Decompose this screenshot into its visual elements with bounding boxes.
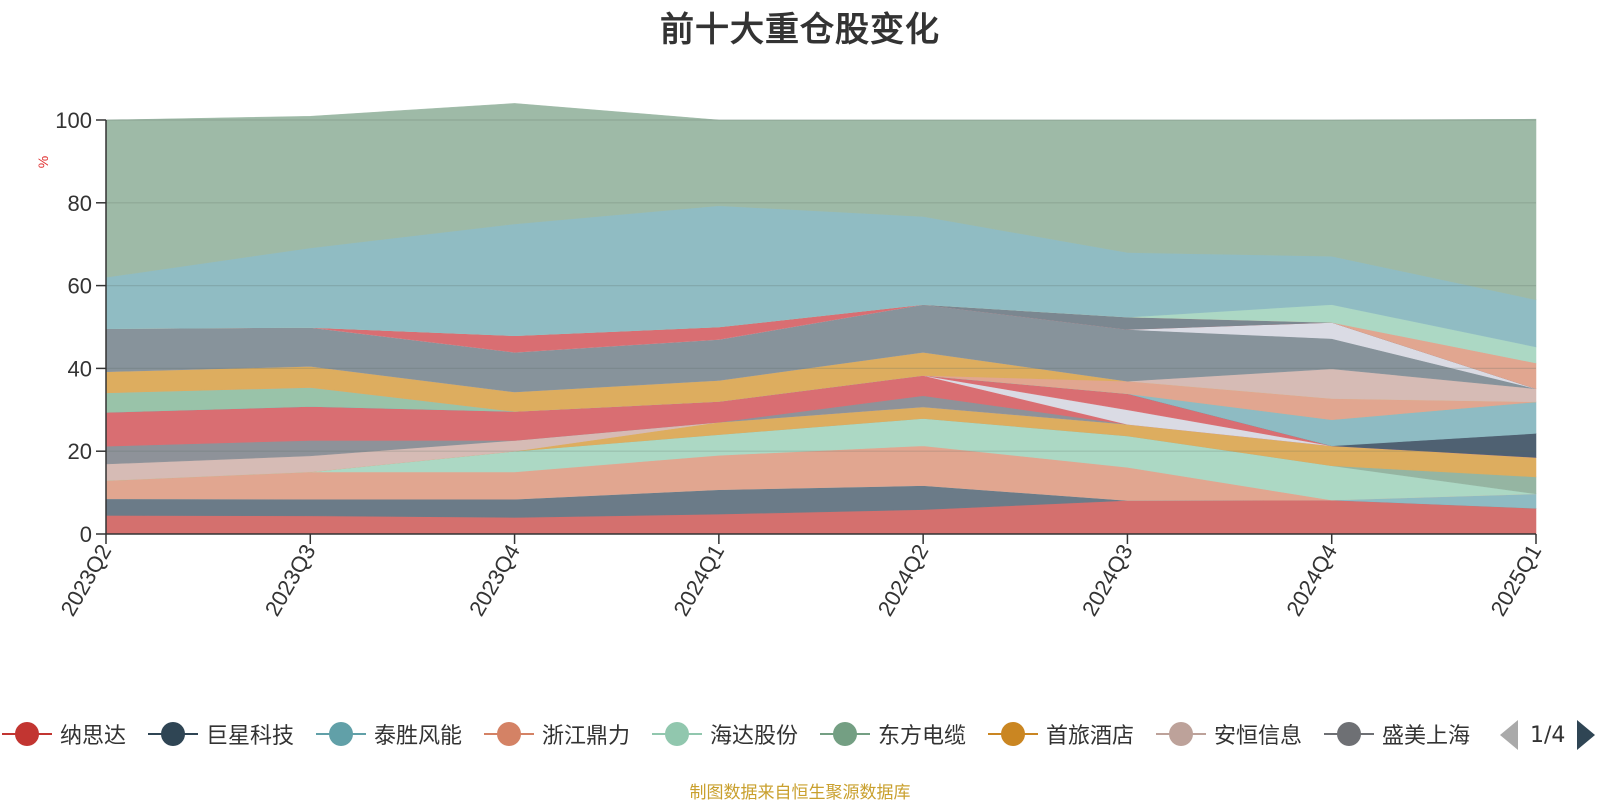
legend-item[interactable]: 盛美上海 xyxy=(1324,714,1470,754)
legend-label: 巨星科技 xyxy=(206,724,295,749)
legend-item[interactable]: 东方电缆 xyxy=(820,714,966,754)
legend-label: 浙江鼎力 xyxy=(542,724,631,749)
x-tick-label: 2024Q4 xyxy=(1281,540,1342,620)
legend-marker xyxy=(1324,721,1374,747)
legend-item[interactable]: 首旅酒店 xyxy=(988,714,1134,754)
x-tick-label: 2025Q1 xyxy=(1486,540,1547,620)
legend-label: 安恒信息 xyxy=(1214,724,1303,749)
x-tick-label: 2024Q1 xyxy=(668,540,729,620)
y-tick-label: 100 xyxy=(55,108,92,133)
y-axis-label: % xyxy=(35,156,51,168)
y-tick-label: 0 xyxy=(80,522,92,547)
x-tick-label: 2023Q3 xyxy=(260,540,321,620)
legend-marker xyxy=(2,721,52,747)
y-tick-label: 40 xyxy=(68,356,92,381)
y-tick-label: 20 xyxy=(68,439,92,464)
legend-marker xyxy=(484,721,534,747)
legend-marker xyxy=(316,721,366,747)
legend-item[interactable]: 浙江鼎力 xyxy=(484,714,630,754)
legend-label: 海达股份 xyxy=(710,724,799,749)
area-series-剩余 xyxy=(105,103,1537,301)
legend-pager: 1/4 xyxy=(1500,718,1596,752)
legend-label: 纳思达 xyxy=(60,724,127,749)
legend-page-indicator: 1/4 xyxy=(1530,722,1566,748)
legend-marker xyxy=(1156,721,1206,747)
x-tick-label: 2024Q2 xyxy=(873,540,934,620)
chart-title: 前十大重仓股变化 xyxy=(660,10,940,50)
legend-marker xyxy=(148,721,198,747)
legend-label: 东方电缆 xyxy=(878,724,967,749)
legend-item[interactable]: 安恒信息 xyxy=(1156,714,1302,754)
legend-item[interactable]: 纳思达 xyxy=(2,714,126,754)
legend-marker xyxy=(820,721,870,747)
legend-label: 泰胜风能 xyxy=(374,724,463,749)
x-tick-label: 2024Q3 xyxy=(1077,540,1138,620)
gridlines xyxy=(106,119,1536,452)
legend-label: 首旅酒店 xyxy=(1046,724,1135,749)
legend-item[interactable]: 巨星科技 xyxy=(148,714,294,754)
legend-label: 盛美上海 xyxy=(1382,724,1471,749)
x-tick-label: 2023Q2 xyxy=(56,540,117,620)
legend-marker xyxy=(988,721,1038,747)
area-series-group xyxy=(105,103,1537,535)
legend-prev-button[interactable] xyxy=(1500,720,1518,750)
legend-next-button[interactable] xyxy=(1577,720,1596,750)
legend-item[interactable]: 泰胜风能 xyxy=(316,714,462,754)
legend-item[interactable]: 海达股份 xyxy=(652,714,798,754)
source-note: 制图数据来自恒生聚源数据库 xyxy=(689,783,911,803)
y-tick-label: 80 xyxy=(68,191,92,216)
y-tick-label: 60 xyxy=(68,274,92,299)
legend: 纳思达 巨星科技 泰胜风能 浙江鼎力 海达股份 东方电缆 首旅酒店 安恒信息 盛美上海 xyxy=(0,714,1480,754)
legend-marker xyxy=(652,721,702,747)
x-tick-label: 2023Q4 xyxy=(464,540,525,620)
